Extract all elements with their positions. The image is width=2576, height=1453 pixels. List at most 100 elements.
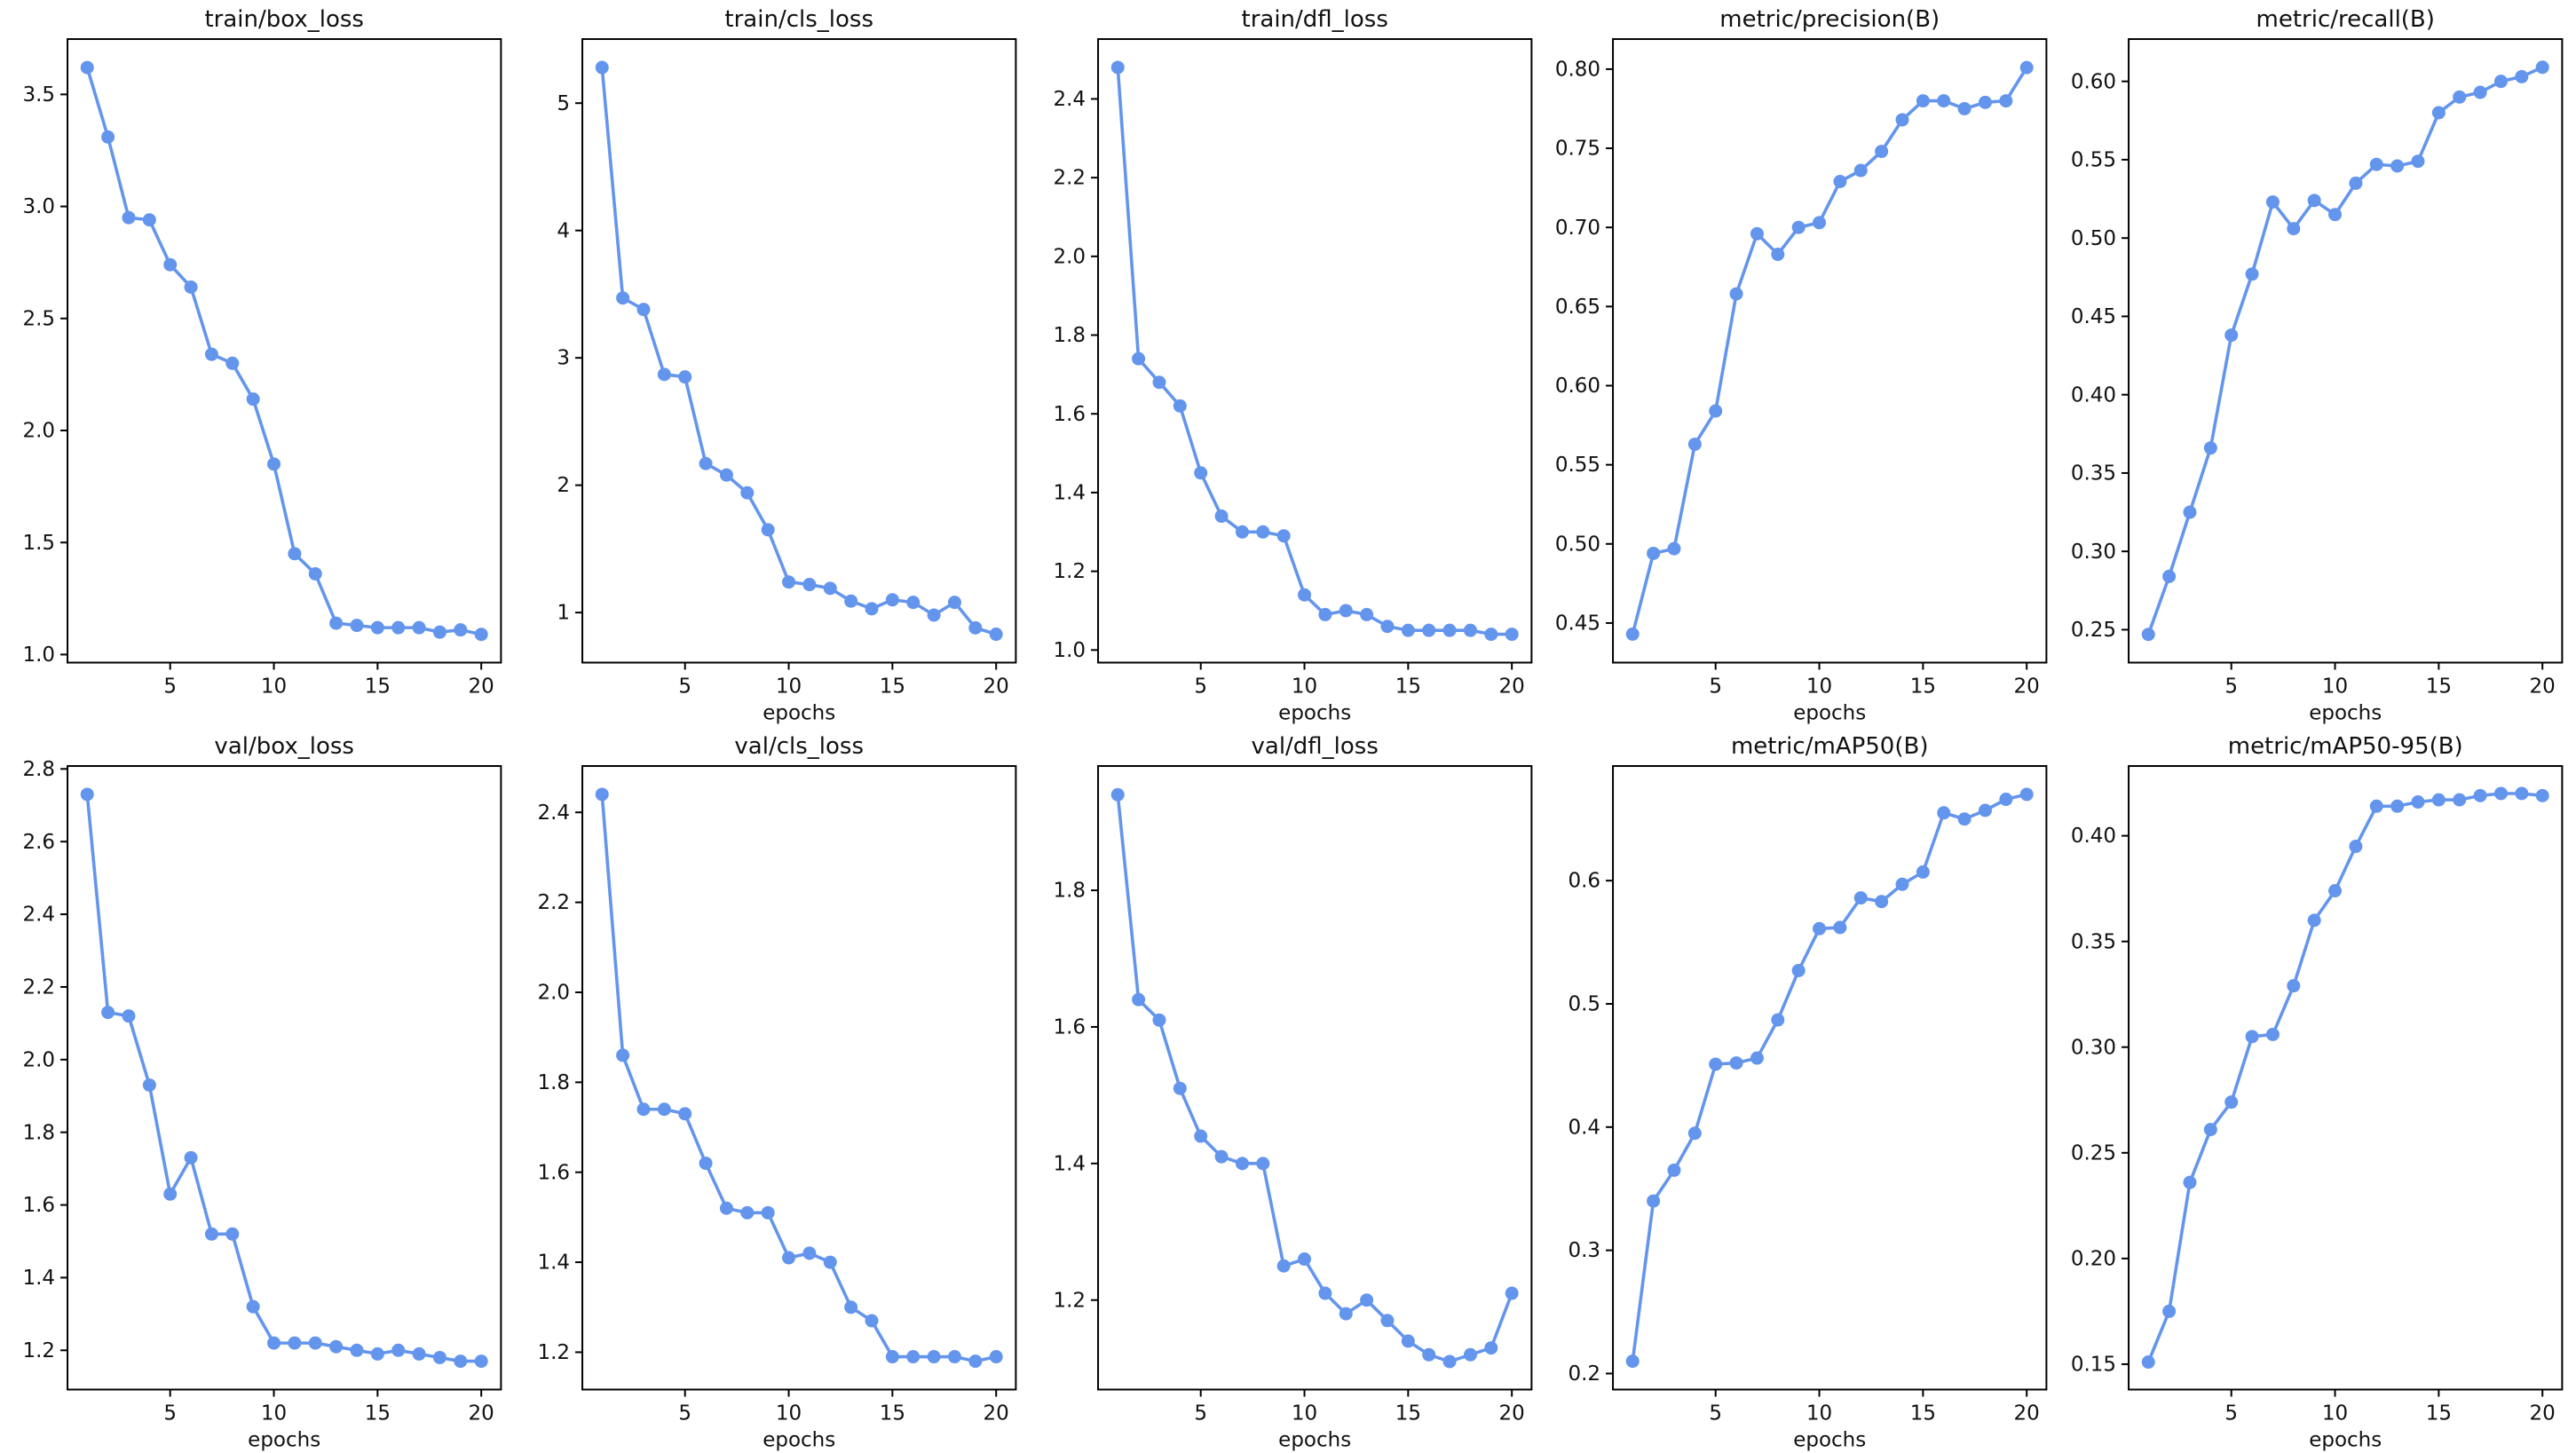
data-point (267, 1336, 281, 1350)
data-point (1937, 94, 1951, 108)
data-point (636, 303, 651, 317)
y-tick-label: 1.8 (1053, 324, 1086, 347)
x-tick-label: 10 (2321, 1402, 2347, 1425)
data-point (288, 547, 302, 561)
data-point (2411, 154, 2425, 169)
data-point (1256, 525, 1270, 539)
y-tick-label: 0.6 (1569, 869, 1601, 892)
x-axis-label: epochs (2309, 1428, 2382, 1451)
data-point (678, 1106, 692, 1120)
data-point (740, 486, 755, 500)
data-point (225, 356, 240, 370)
x-tick-label: 20 (469, 1402, 494, 1425)
data-point (1380, 1313, 1395, 1327)
data-point (1750, 1051, 1765, 1065)
y-tick-label: 2.2 (22, 975, 55, 999)
data-point (1442, 1354, 1457, 1369)
data-point (329, 616, 344, 630)
chart-title: train/dfl_loss (1241, 6, 1387, 33)
data-point (658, 367, 672, 382)
x-tick-label: 5 (679, 675, 692, 699)
data-point (1853, 163, 1868, 178)
data-point (1359, 607, 1373, 621)
y-tick-label: 0.60 (2070, 70, 2115, 93)
y-tick-label: 2.8 (22, 757, 55, 780)
data-point (906, 596, 921, 610)
data-point (1463, 623, 1477, 637)
data-point (1256, 1156, 1270, 1170)
data-point (204, 347, 218, 361)
data-point (990, 628, 1004, 642)
series-line (2146, 66, 2544, 636)
y-tick-label: 1.2 (538, 1341, 571, 1364)
y-tick-label: 1.4 (1053, 482, 1086, 505)
data-point (2245, 267, 2259, 281)
data-point (1131, 992, 1145, 1007)
data-point (1750, 226, 1765, 241)
data-point (1505, 1286, 1519, 1300)
data-point (1380, 620, 1395, 634)
x-axis-label: epochs (763, 702, 836, 725)
plot-frame (67, 764, 502, 1391)
data-point (1401, 1333, 1415, 1347)
data-point (824, 1255, 838, 1269)
y-tick-label: 2 (557, 474, 571, 497)
y-tick-label: 3.0 (22, 195, 55, 218)
data-point (1999, 792, 2013, 806)
data-point (1297, 588, 1311, 602)
data-point (80, 787, 94, 802)
series-line (600, 66, 999, 636)
data-point (412, 620, 426, 635)
data-point (616, 291, 630, 305)
series-line (1631, 792, 2029, 1362)
data-point (2514, 69, 2528, 83)
data-point (2327, 208, 2342, 222)
data-point (2369, 157, 2383, 171)
x-tick-label: 15 (2425, 1402, 2451, 1425)
y-tick-label: 0.20 (2070, 1247, 2115, 1270)
data-point (432, 625, 446, 639)
plot-frame (2127, 764, 2563, 1391)
data-point (1505, 628, 1519, 642)
data-point (824, 581, 838, 596)
y-tick-label: 0.70 (1555, 217, 1600, 240)
chart-canvas: val/dfl_loss 1.2 1.4 1.6 1.8 5 10 15 20 epochs (1053, 733, 1533, 1451)
y-tick-label: 1.0 (22, 644, 55, 667)
data-point (1647, 546, 1661, 560)
y-tick-label: 1.4 (22, 1267, 55, 1290)
data-point (1422, 623, 1436, 637)
data-point (2493, 786, 2508, 801)
data-point (142, 213, 156, 227)
data-point (2411, 794, 2425, 809)
x-tick-label: 10 (261, 675, 287, 699)
data-point (2369, 799, 2383, 813)
data-point (968, 620, 983, 635)
data-point (699, 1156, 713, 1170)
chart-val-dfl-loss: val/dfl_loss 1.2 1.4 1.6 1.8 5 10 15 20 epochs (1031, 727, 1545, 1453)
data-point (308, 567, 322, 581)
x-tick-label: 15 (2425, 675, 2451, 699)
x-axis-label: epochs (1793, 1428, 1866, 1451)
data-point (844, 594, 858, 608)
data-point (1813, 216, 1827, 230)
chart-metric-map50-95-b: metric/mAP50-95(B) 0.15 0.20 0.25 0.30 0.35 0.… (2061, 727, 2576, 1453)
x-tick-label: 10 (261, 1402, 287, 1425)
plot-frame (1096, 38, 1533, 664)
x-tick-label: 5 (679, 1402, 692, 1425)
y-tick-label: 0.25 (2070, 619, 2115, 642)
y-tick-label: 0.60 (1555, 375, 1600, 398)
data-point (1979, 803, 1993, 817)
y-tick-label: 2.0 (538, 981, 571, 1004)
y-tick-label: 3.5 (22, 83, 55, 107)
plot-frame (67, 38, 502, 664)
x-tick-label: 5 (1194, 1402, 1207, 1425)
data-point (432, 1350, 446, 1364)
y-tick-label: 1.2 (1053, 1289, 1086, 1312)
y-tick-label: 1.6 (1053, 403, 1086, 426)
data-point (1235, 1156, 1249, 1170)
y-tick-label: 0.4 (1569, 1116, 1601, 1139)
data-point (2019, 787, 2034, 802)
data-point (1853, 890, 1868, 904)
y-tick-label: 1.8 (22, 1121, 55, 1144)
chart-canvas: val/box_loss 1.2 1.4 1.6 1.8 2.0 2.2 2.4 2.6 2.8 5… (22, 733, 502, 1451)
